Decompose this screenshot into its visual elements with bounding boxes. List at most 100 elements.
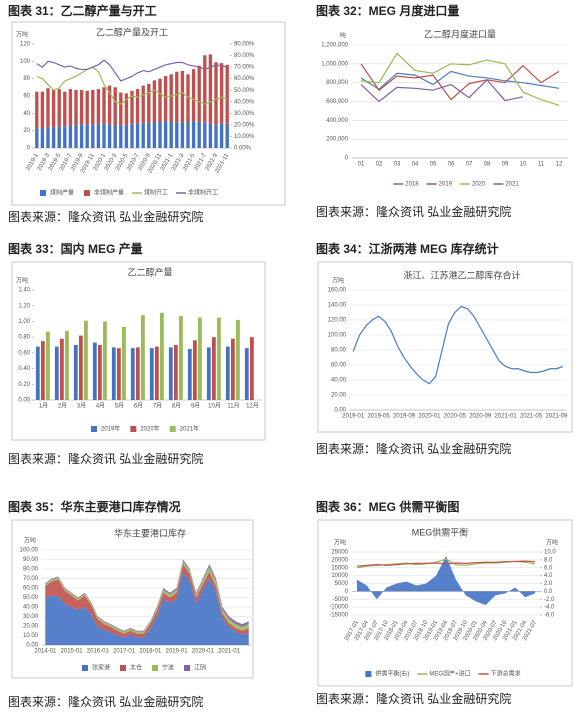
legend-swatch — [152, 665, 158, 671]
bar — [111, 347, 116, 400]
bar — [197, 122, 201, 148]
y-tick-label: 10.00 — [23, 633, 39, 639]
y2-tick-label: -4.0 — [544, 605, 555, 611]
y2-tick-label: 0.00% — [234, 146, 252, 152]
legend-label: 非煤制产量 — [94, 189, 124, 197]
bar — [180, 70, 185, 123]
bar — [63, 126, 67, 148]
x-tick-label: 2021-09 — [545, 414, 568, 420]
bar — [103, 321, 107, 400]
y-tick-label: 100 — [20, 59, 31, 65]
y-tick-label: -10000 — [329, 605, 348, 611]
y-tick-label: 120 — [20, 42, 31, 48]
legend-label: 2020 — [472, 182, 486, 188]
y-tick-label: 1,200,000 — [321, 43, 348, 49]
bar — [179, 315, 183, 400]
bar — [141, 122, 145, 148]
bar — [168, 347, 173, 400]
bar — [141, 85, 145, 123]
legend-swatch — [83, 190, 90, 196]
x-tick-label: 09 — [502, 162, 509, 168]
y-tick-label: 0.00 — [26, 643, 38, 649]
y-tick-label: 40.00 — [331, 378, 347, 384]
bar — [97, 345, 102, 400]
bar — [85, 90, 89, 125]
bar — [175, 122, 179, 148]
figure-source: 图表来源：隆众资讯 弘业金融研究院 — [316, 691, 511, 706]
bar — [214, 62, 218, 125]
bar — [217, 317, 221, 400]
y-tick-label: 0.40 — [18, 366, 30, 372]
bar — [65, 330, 69, 400]
legend-label: 太仓 — [130, 664, 142, 672]
bar — [236, 319, 240, 400]
x-tick-label: 2021-05 — [520, 414, 543, 420]
bar — [135, 347, 140, 400]
y2-tick-label: 6.0 — [544, 565, 553, 571]
legend: 2018 2019 2020 2021 — [393, 182, 519, 188]
x-tick-label: 2019-05 — [368, 414, 391, 420]
y-tick-label: 120.00 — [328, 318, 347, 324]
x-tick-label: 2014-01 — [34, 649, 57, 655]
bar — [35, 346, 40, 400]
figure-caption: 图表 32：MEG 月度进口量 — [316, 3, 459, 18]
y-tick-label: 1.00 — [18, 319, 30, 325]
bar — [85, 124, 89, 148]
legend-swatch — [169, 426, 176, 432]
bar — [249, 337, 254, 400]
y2-tick-label: 20.00% — [234, 122, 255, 128]
y-axis-unit: 万吨 — [16, 31, 28, 39]
bar — [35, 128, 39, 148]
y-tick-label: 40 — [23, 111, 30, 117]
legend-label: 2018 — [405, 182, 419, 188]
y-tick-label: 1,000,000 — [321, 61, 348, 67]
y-axis-unit: 万吨 — [334, 539, 346, 547]
y-tick-label: 20.00 — [23, 624, 39, 630]
bar — [198, 317, 202, 400]
bar — [40, 128, 45, 148]
bar — [197, 65, 201, 122]
bar — [124, 93, 129, 125]
bar — [102, 87, 106, 124]
chart-title: 浙江、江苏港乙二醇库存合计 — [403, 269, 520, 280]
bar — [158, 122, 162, 148]
figure-caption: 图表 34：江浙两港 MEG 库存统计 — [316, 241, 499, 256]
y-tick-label: 0.60 — [18, 350, 30, 356]
line — [360, 52, 560, 106]
legend-swatch — [365, 671, 372, 677]
legend-label: 2020年 — [140, 425, 159, 433]
x-tick-label: 2019-01 — [166, 649, 189, 655]
bar — [163, 121, 168, 148]
bar — [116, 348, 121, 400]
bar — [74, 89, 78, 126]
bar — [74, 125, 78, 148]
figure-caption: 图表 35：华东主要港口库存情况 — [8, 499, 181, 514]
x-tick-label: 2020-01 — [192, 649, 215, 655]
figure-source: 图表来源：隆众资讯 弘业金融研究院 — [8, 209, 203, 224]
x-tick-label: 12月 — [246, 403, 259, 410]
bar — [191, 121, 196, 148]
y2-tick-label: 40.00% — [234, 99, 255, 105]
bar — [211, 337, 216, 400]
bar — [46, 88, 50, 128]
y-tick-label: 1.20 — [18, 303, 30, 309]
legend-swatch — [39, 190, 46, 196]
y-tick-label: 60 — [23, 94, 30, 100]
y2-tick-label: 10.0 — [544, 550, 556, 556]
legend-swatch — [119, 665, 126, 671]
bar — [163, 76, 168, 122]
x-tick-label: 2020-05 — [444, 414, 467, 420]
y-tick-label: 50.00 — [23, 595, 39, 601]
y-tick-label: 80 — [23, 76, 30, 82]
bar — [84, 320, 88, 400]
y2-tick-label: 0.0 — [544, 589, 553, 595]
bar — [206, 347, 211, 400]
line — [356, 560, 536, 567]
y2-tick-label: 2.0 — [544, 581, 553, 587]
bar — [57, 126, 61, 148]
chart-title: 乙二醇产量及开工 — [96, 26, 168, 37]
legend-label: 江阴 — [194, 664, 206, 672]
bar — [214, 124, 218, 148]
y-tick-label: 1.40 — [18, 288, 30, 294]
